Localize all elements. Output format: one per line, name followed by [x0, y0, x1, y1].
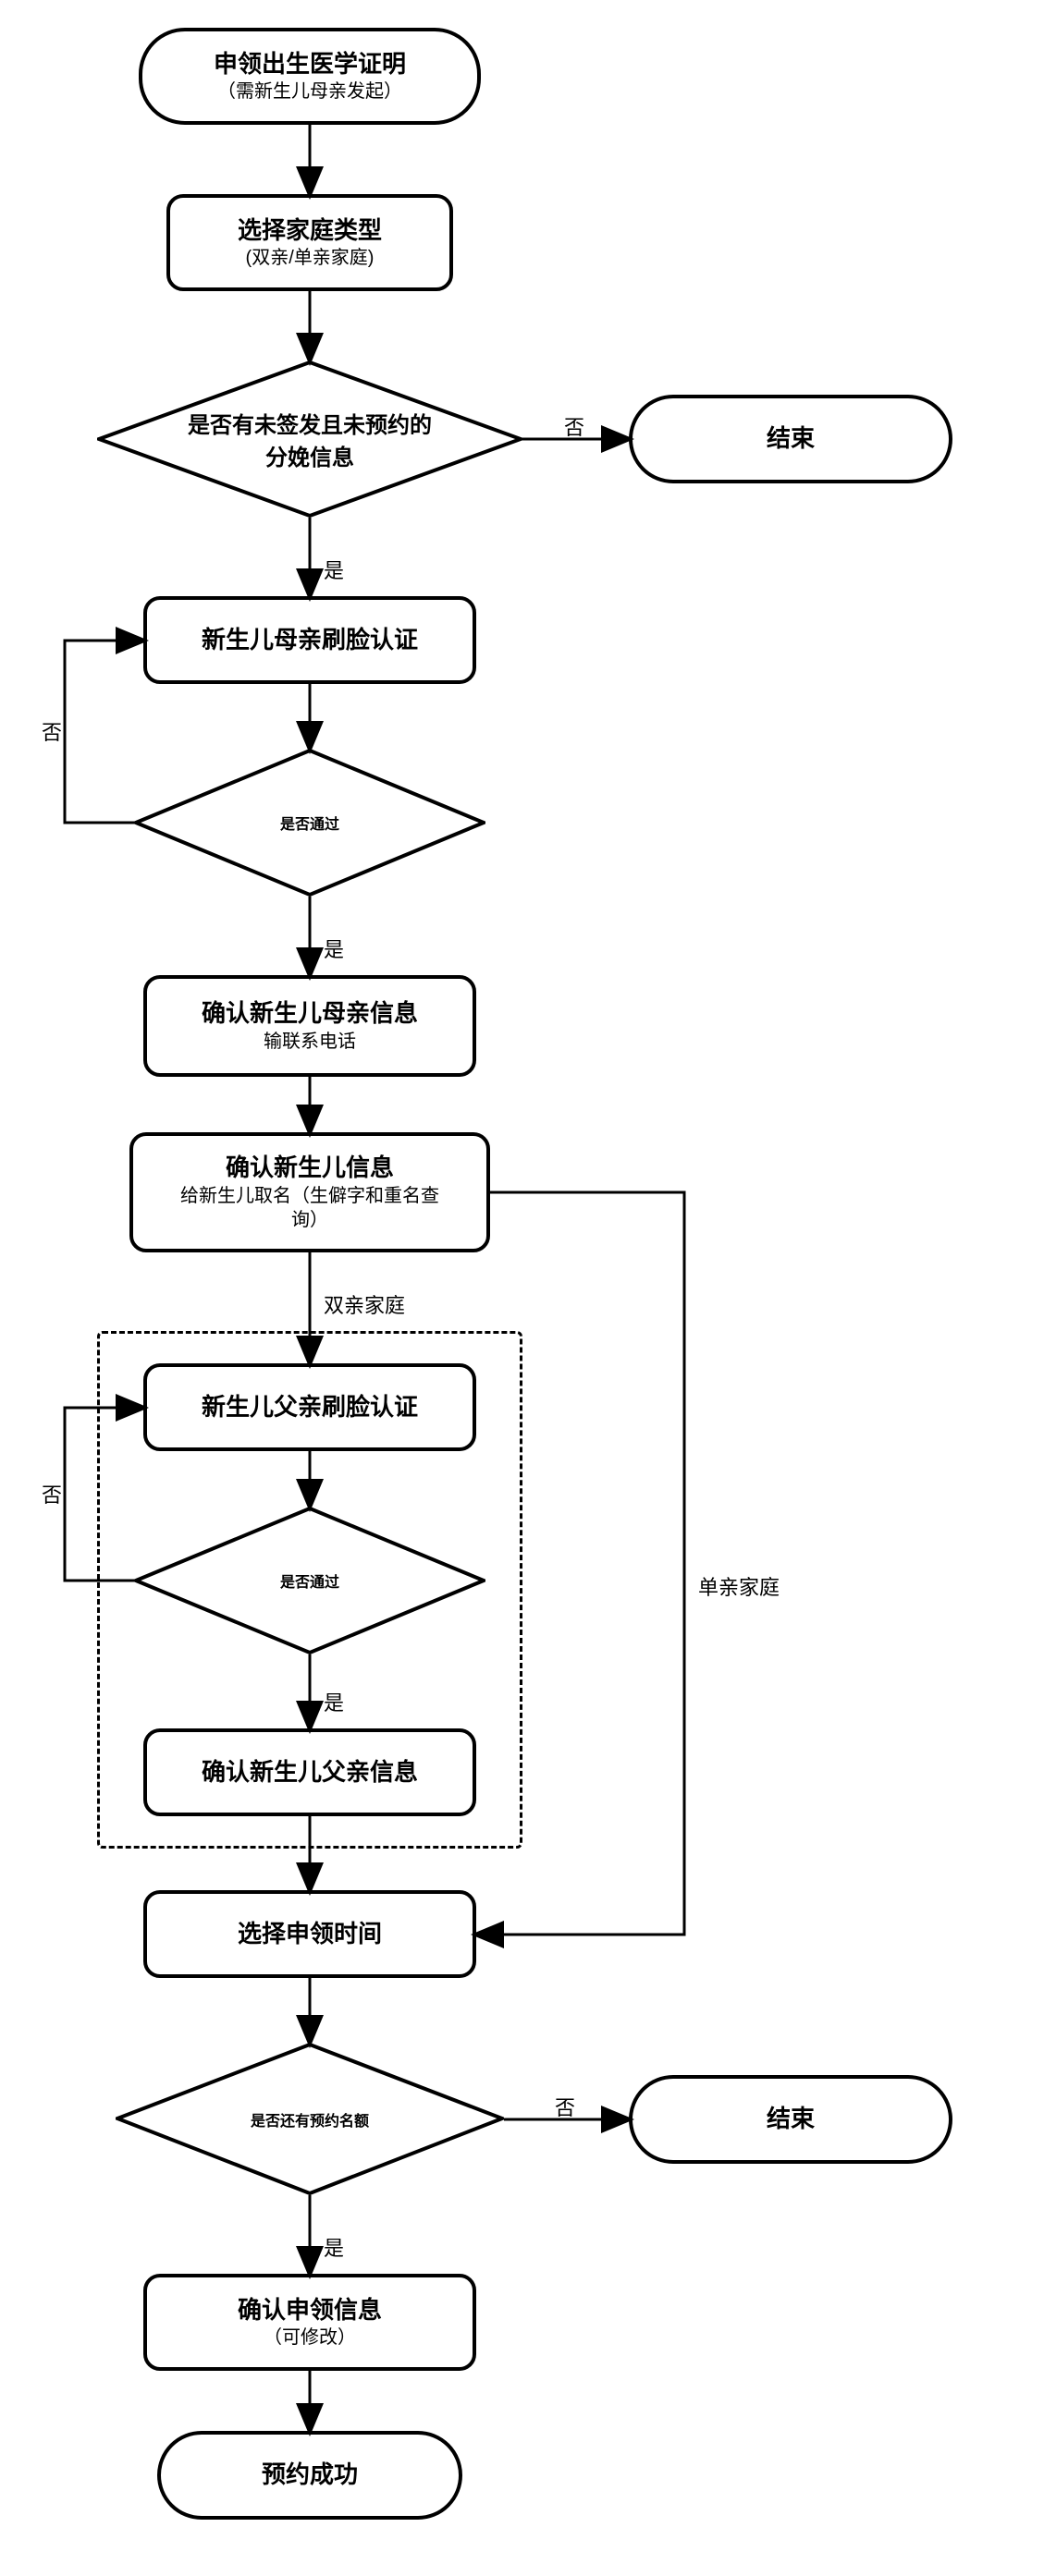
node-confirm-mother: 确认新生儿母亲信息 输联系电话 [143, 975, 476, 1077]
node-start: 申领出生医学证明 （需新生儿母亲发起） [139, 28, 481, 125]
node-subtitle: 输联系电话 [264, 1030, 356, 1054]
node-title: 是否通过 [134, 749, 485, 897]
node-confirm-father: 确认新生儿父亲信息 [143, 1728, 476, 1816]
node-title: 是否有未签发且未预约的 分娩信息 [97, 360, 522, 518]
edge-label: 否 [555, 2092, 575, 2121]
node-mother-face: 新生儿母亲刷脸认证 [143, 596, 476, 684]
node-father-face: 新生儿父亲刷脸认证 [143, 1363, 476, 1451]
node-title: 新生儿父亲刷脸认证 [202, 1392, 418, 1423]
node-title: 选择家庭类型 [238, 215, 382, 247]
node-subtitle: （需新生儿母亲发起） [217, 79, 402, 104]
edge-label: 单亲家庭 [698, 1571, 780, 1601]
edge-label: 是 [324, 934, 344, 963]
node-title: 确认新生儿母亲信息 [202, 998, 418, 1030]
node-title: 预约成功 [262, 2460, 358, 2491]
edge-label: 否 [42, 1479, 62, 1508]
node-title: 确认新生儿信息 [226, 1153, 394, 1184]
node-title: 结束 [767, 423, 815, 455]
node-success: 预约成功 [157, 2431, 462, 2520]
node-select-time: 选择申领时间 [143, 1890, 476, 1978]
node-subtitle: (双亲/单亲家庭) [246, 246, 375, 270]
node-end-2: 结束 [629, 2075, 952, 2164]
node-subtitle: 给新生儿取名（生僻字和重名查 询） [180, 1184, 439, 1232]
flowchart-canvas: 申领出生医学证明 （需新生儿母亲发起） 选择家庭类型 (双亲/单亲家庭) 是否有… [0, 0, 1044, 2576]
edge-label: 否 [42, 716, 62, 746]
node-title: 确认新生儿父亲信息 [202, 1757, 418, 1789]
edge-label: 是 [324, 555, 344, 584]
edge-label: 是 [324, 2232, 344, 2262]
node-confirm-baby: 确认新生儿信息 给新生儿取名（生僻字和重名查 询） [129, 1132, 490, 1252]
node-title: 是否通过 [134, 1507, 485, 1654]
node-title: 选择申领时间 [238, 1919, 382, 1950]
node-family-type: 选择家庭类型 (双亲/单亲家庭) [166, 194, 453, 291]
node-title: 确认申领信息 [238, 2295, 382, 2326]
node-father-pass: 是否通过 [134, 1507, 485, 1654]
node-end-1: 结束 [629, 395, 952, 483]
node-title: 新生儿母亲刷脸认证 [202, 625, 418, 656]
node-check-delivery: 是否有未签发且未预约的 分娩信息 [97, 360, 522, 518]
node-title: 结束 [767, 2104, 815, 2135]
edge-label: 否 [564, 411, 584, 441]
node-title: 是否还有预约名额 [116, 2043, 504, 2195]
node-check-quota: 是否还有预约名额 [116, 2043, 504, 2195]
node-title: 申领出生医学证明 [214, 49, 406, 80]
edge-label: 双亲家庭 [324, 1289, 405, 1319]
node-subtitle: （可修改） [264, 2326, 356, 2350]
node-mother-pass: 是否通过 [134, 749, 485, 897]
node-confirm-apply: 确认申领信息 （可修改） [143, 2274, 476, 2371]
edge-label: 是 [324, 1687, 344, 1716]
